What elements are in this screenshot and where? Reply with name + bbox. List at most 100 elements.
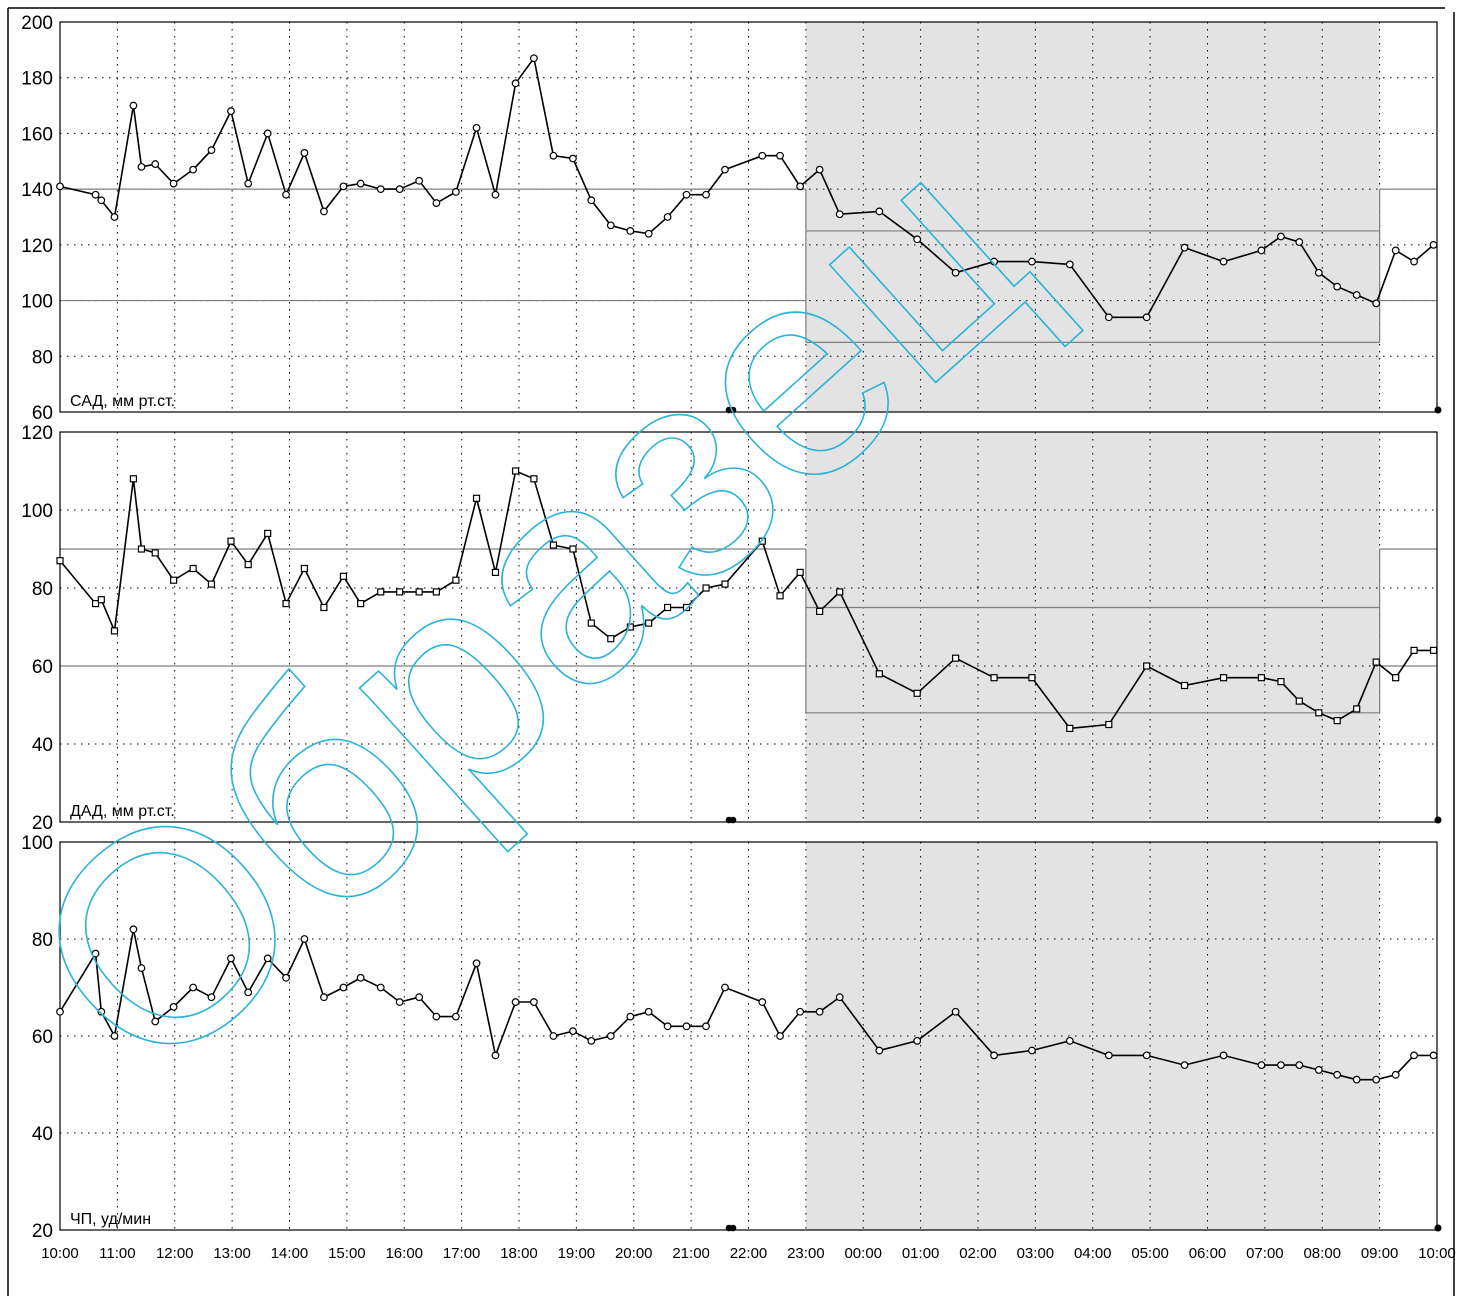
panel-label: ЧП, уд/мин bbox=[70, 1211, 151, 1228]
data-point bbox=[1143, 662, 1151, 670]
y-tick-label: 100 bbox=[21, 292, 53, 313]
x-tick-label: 16:00 bbox=[385, 1245, 423, 1262]
data-point bbox=[549, 151, 558, 160]
data-point bbox=[836, 588, 844, 596]
data-point bbox=[170, 576, 178, 584]
series-line bbox=[59, 929, 1434, 1081]
data-point bbox=[1333, 716, 1341, 725]
data-point bbox=[1352, 291, 1361, 299]
y-tick-label: 100 bbox=[21, 833, 53, 854]
data-point bbox=[300, 564, 309, 573]
data-point bbox=[1104, 313, 1113, 322]
data-point bbox=[758, 151, 767, 160]
panel-frame bbox=[59, 431, 1438, 823]
y-tick-label: 120 bbox=[21, 423, 53, 444]
data-point bbox=[339, 182, 348, 191]
x-tick-label: 03:00 bbox=[1017, 1245, 1055, 1262]
data-point bbox=[129, 475, 138, 483]
panel-label: САД, мм рт.ст. bbox=[70, 393, 175, 410]
data-point bbox=[356, 973, 365, 982]
data-point bbox=[189, 165, 198, 174]
y-tick-label: 20 bbox=[32, 813, 53, 834]
data-point bbox=[137, 545, 146, 553]
data-point bbox=[189, 983, 198, 992]
data-point bbox=[835, 210, 844, 219]
data-point bbox=[682, 603, 691, 612]
data-point bbox=[137, 964, 146, 972]
data-point bbox=[377, 588, 385, 596]
data-point bbox=[300, 149, 309, 157]
data-point bbox=[1372, 1075, 1381, 1084]
data-point bbox=[587, 196, 596, 205]
data-point bbox=[1105, 720, 1113, 729]
data-point bbox=[110, 213, 119, 221]
x-tick-label: 15:00 bbox=[328, 1245, 366, 1262]
data-point bbox=[91, 190, 100, 199]
x-tick-label: 04:00 bbox=[1074, 1245, 1112, 1262]
data-point bbox=[56, 182, 64, 191]
data-point bbox=[1219, 1051, 1228, 1060]
data-point bbox=[549, 1032, 558, 1040]
y-tick-label: 20 bbox=[32, 1221, 53, 1242]
data-point bbox=[511, 467, 520, 475]
data-point bbox=[530, 475, 538, 483]
data-point bbox=[472, 959, 481, 968]
data-point bbox=[606, 1032, 615, 1040]
y-tick-label: 60 bbox=[32, 403, 53, 424]
data-point bbox=[1028, 674, 1036, 682]
data-point bbox=[776, 592, 784, 600]
data-point bbox=[952, 654, 960, 662]
data-point bbox=[97, 1007, 106, 1016]
x-tick-label: 18:00 bbox=[500, 1245, 538, 1262]
data-point bbox=[227, 537, 235, 545]
x-tick-label: 23:00 bbox=[787, 1245, 825, 1262]
data-point bbox=[758, 537, 766, 545]
x-tick-label: 10:00 bbox=[41, 1245, 79, 1262]
data-point bbox=[626, 1012, 635, 1021]
data-point bbox=[1295, 1061, 1304, 1069]
y-tick-label: 120 bbox=[21, 236, 53, 257]
panel-frame bbox=[59, 841, 1438, 1231]
data-point bbox=[1392, 674, 1400, 682]
data-point bbox=[549, 541, 558, 549]
data-point bbox=[1180, 1061, 1189, 1069]
data-point bbox=[244, 560, 252, 569]
event-marker bbox=[1434, 1224, 1442, 1232]
night-band bbox=[805, 22, 1380, 412]
data-point bbox=[913, 689, 921, 697]
data-point bbox=[432, 199, 441, 207]
data-point bbox=[339, 983, 348, 992]
data-point bbox=[587, 619, 595, 627]
y-tick-label: 80 bbox=[32, 579, 53, 600]
x-tick-label: 05:00 bbox=[1131, 1245, 1169, 1262]
series-line bbox=[59, 56, 1435, 319]
data-point bbox=[606, 221, 615, 230]
data-point bbox=[1180, 243, 1189, 252]
data-point bbox=[396, 588, 404, 596]
data-point bbox=[607, 635, 615, 643]
data-point bbox=[1391, 246, 1400, 255]
data-point bbox=[721, 165, 729, 174]
data-point bbox=[1257, 674, 1266, 682]
data-point bbox=[137, 162, 146, 171]
x-tick-label: 22:00 bbox=[730, 1245, 768, 1262]
data-point bbox=[56, 1007, 64, 1016]
data-point bbox=[1277, 677, 1285, 686]
y-tick-label: 160 bbox=[21, 124, 53, 145]
data-point bbox=[1142, 313, 1151, 322]
data-point bbox=[432, 588, 440, 596]
data-point bbox=[721, 580, 729, 588]
data-point bbox=[990, 1051, 998, 1060]
data-point bbox=[721, 983, 729, 992]
data-point bbox=[1277, 1061, 1285, 1069]
data-point bbox=[796, 568, 804, 577]
data-point bbox=[1314, 268, 1323, 277]
x-tick-label: 17:00 bbox=[443, 1245, 481, 1262]
data-point bbox=[97, 196, 106, 205]
data-point bbox=[491, 568, 500, 577]
y-tick-label: 40 bbox=[32, 735, 53, 756]
data-point bbox=[951, 1007, 960, 1016]
data-point bbox=[569, 154, 577, 163]
data-point bbox=[1295, 238, 1304, 246]
